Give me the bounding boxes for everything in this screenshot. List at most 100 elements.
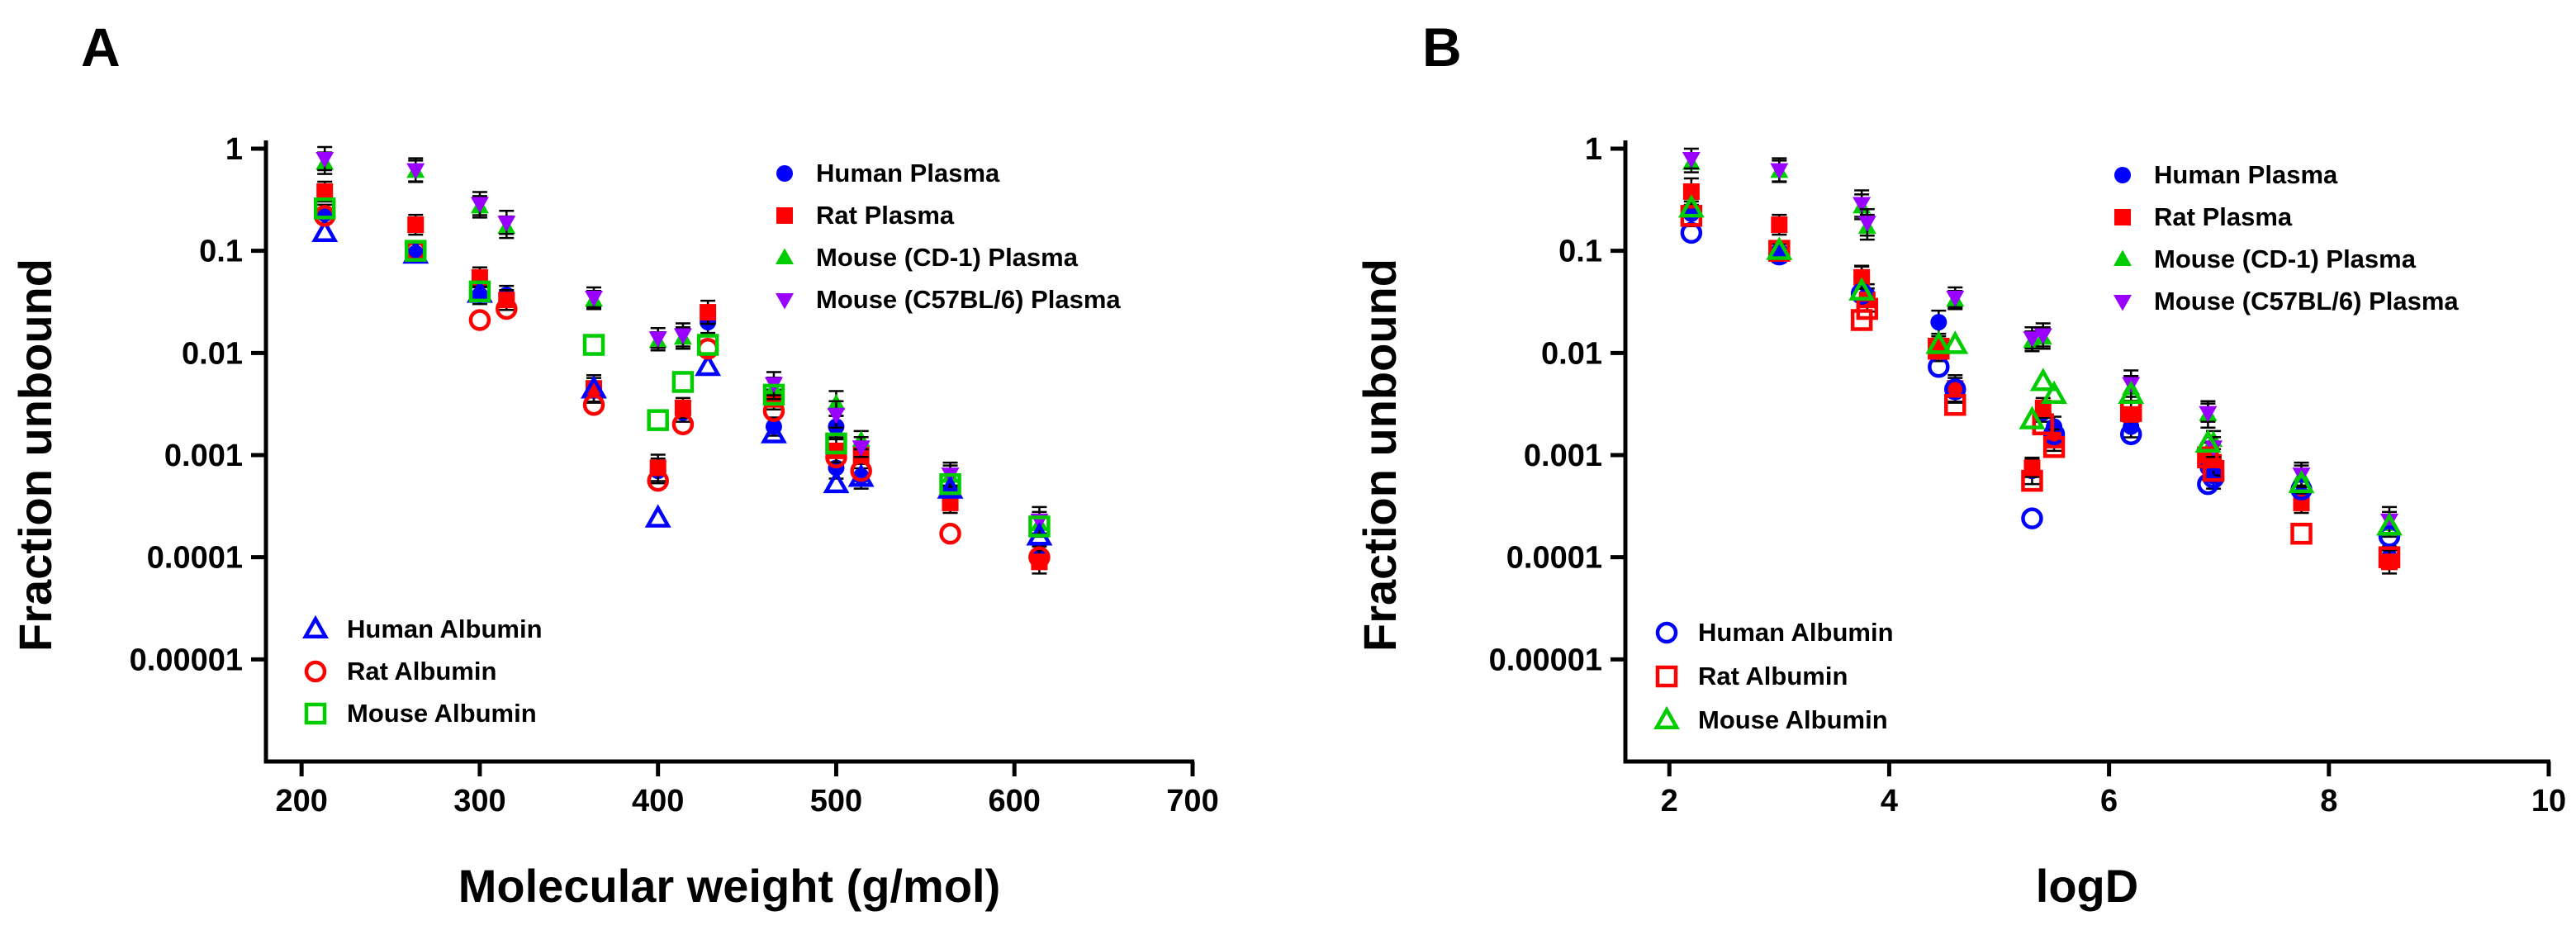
x-tick-label: 8 [2320,784,2337,818]
legend-label: Rat Plasma [2154,202,2293,231]
data-point [2118,380,2145,404]
data-point [695,353,722,377]
data-point [647,469,669,492]
data-point [1848,277,1876,301]
x-axis-title: logD [2036,860,2138,912]
data-point [942,494,959,511]
data-point [2194,429,2222,453]
series-mouse-albumin [313,197,1051,538]
y-tick-label: 1 [1585,132,1602,167]
x-tick-label: 400 [632,784,684,818]
legend-item: Human Plasma [776,159,1000,187]
data-point [2378,546,2401,568]
data-point [2199,406,2218,423]
legend-marker [776,293,794,310]
data-point [2041,380,2068,404]
legend-item: Rat Albumin [1655,662,1848,690]
x-tick-label: 600 [989,784,1041,818]
data-point [316,183,334,200]
data-point [648,331,667,348]
panel-label: B [1422,17,1462,78]
y-tick-label: 0.01 [1541,336,1602,371]
data-point [1930,314,1947,331]
data-point [852,440,871,457]
data-point [1947,380,1964,397]
legend-item: Mouse (CD-1) Plasma [2113,244,2417,273]
legend-item: Mouse Albumin [304,699,537,728]
x-tick-label: 10 [2531,784,2566,818]
data-point [939,472,961,496]
series-mouse-c57bl-6-plasma [315,145,1049,535]
y-tick-label: 0.1 [199,235,243,269]
data-point [496,297,518,320]
data-point [1682,183,1700,200]
data-point [2042,435,2066,458]
legend-marker [2114,167,2131,183]
y-axis-title: Fraction unbound [9,259,61,652]
data-point [2033,328,2052,345]
series-rat-plasma [316,180,1048,575]
legend-marker [776,165,793,182]
data-point [2032,413,2055,436]
legend-marker [304,702,327,725]
legend-item: Rat Plasma [776,201,955,230]
data-point [406,163,425,180]
legend-label: Rat Albumin [347,657,496,686]
data-point [582,393,605,416]
x-tick-label: 500 [810,784,862,818]
data-point [937,475,964,499]
legend-label: Mouse (CD-1) Plasma [816,243,1079,272]
data-point [1944,393,1966,416]
legend-item: Mouse (CD-1) Plasma [776,243,1079,272]
data-point [674,399,691,416]
data-point [2197,446,2219,469]
legend-item: Mouse (C57BL/6) Plasma [2113,287,2459,316]
data-point [760,420,787,444]
series-rat-albumin [313,205,1051,568]
legend-label: Human Albumin [347,614,543,643]
data-point [825,446,847,469]
data-point [1946,291,1965,307]
legend-marker [302,614,329,639]
legend-marker [2113,295,2132,311]
legend-label: Mouse Albumin [1698,705,1888,734]
data-point [2119,423,2142,446]
legend-item: Human Albumin [302,614,543,643]
legend-label: Rat Plasma [816,201,955,230]
y-tick-label: 0.01 [182,336,243,371]
data-point [1028,546,1051,568]
chart-panel-a: A 0.00001 0.0001 0.001 0.01 0.1 1 200 300 400 500 6… [9,17,1219,912]
legend-label: Mouse Albumin [347,699,537,728]
data-point [673,328,692,345]
legend-label: Human Plasma [816,159,1000,187]
data-point [313,197,336,220]
x-tick-label: 300 [453,784,505,818]
data-point [2290,522,2313,545]
y-tick-label: 0.00001 [130,643,243,677]
data-point [470,197,489,213]
data-point [2023,331,2042,348]
y-tick-label: 0.00001 [1489,643,1602,677]
legend-label: Rat Albumin [1698,662,1848,690]
legend-item: Mouse (C57BL/6) Plasma [776,285,1121,314]
data-point [468,309,491,331]
data-point [2380,513,2399,530]
y-tick-label: 0.0001 [1506,541,1602,576]
legend-label: Mouse (CD-1) Plasma [2154,244,2417,273]
data-point [827,407,846,425]
data-point [823,469,850,494]
data-point [1942,330,1969,354]
y-axis-title: Fraction unbound [1354,259,1406,652]
data-point [407,216,425,234]
series-mouse-albumin [1677,194,2403,536]
legend-marker [776,248,794,264]
data-point [700,304,717,321]
data-point [647,409,669,431]
data-point [2202,459,2225,482]
legend-item: Rat Albumin [304,657,496,686]
data-point [825,432,847,455]
data-point [1925,330,1952,354]
data-point [2378,525,2401,548]
data-point [404,240,427,262]
